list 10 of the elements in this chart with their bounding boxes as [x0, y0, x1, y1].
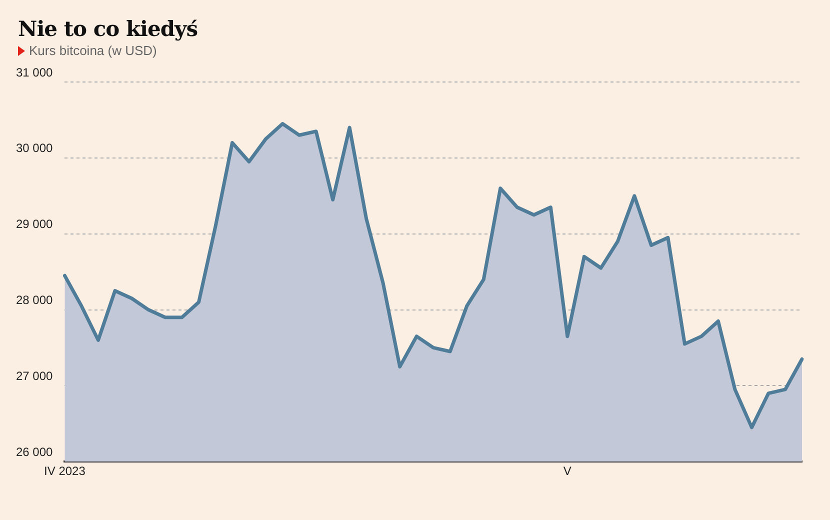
- x-tick-label: IV 2023: [44, 464, 86, 478]
- y-tick-label: 31 000: [16, 65, 54, 80]
- chart-subtitle: Kurs bitcoina (w USD): [29, 43, 157, 58]
- chart-title: Nie to co kiedyś: [18, 16, 198, 41]
- y-tick-label: 27 000: [16, 368, 54, 383]
- y-tick-label: 26 000: [16, 444, 54, 459]
- y-tick-label: 28 000: [16, 293, 54, 308]
- x-tick-label: V: [563, 464, 572, 478]
- y-tick-label: 30 000: [16, 141, 54, 156]
- y-tick-label: 29 000: [16, 217, 54, 232]
